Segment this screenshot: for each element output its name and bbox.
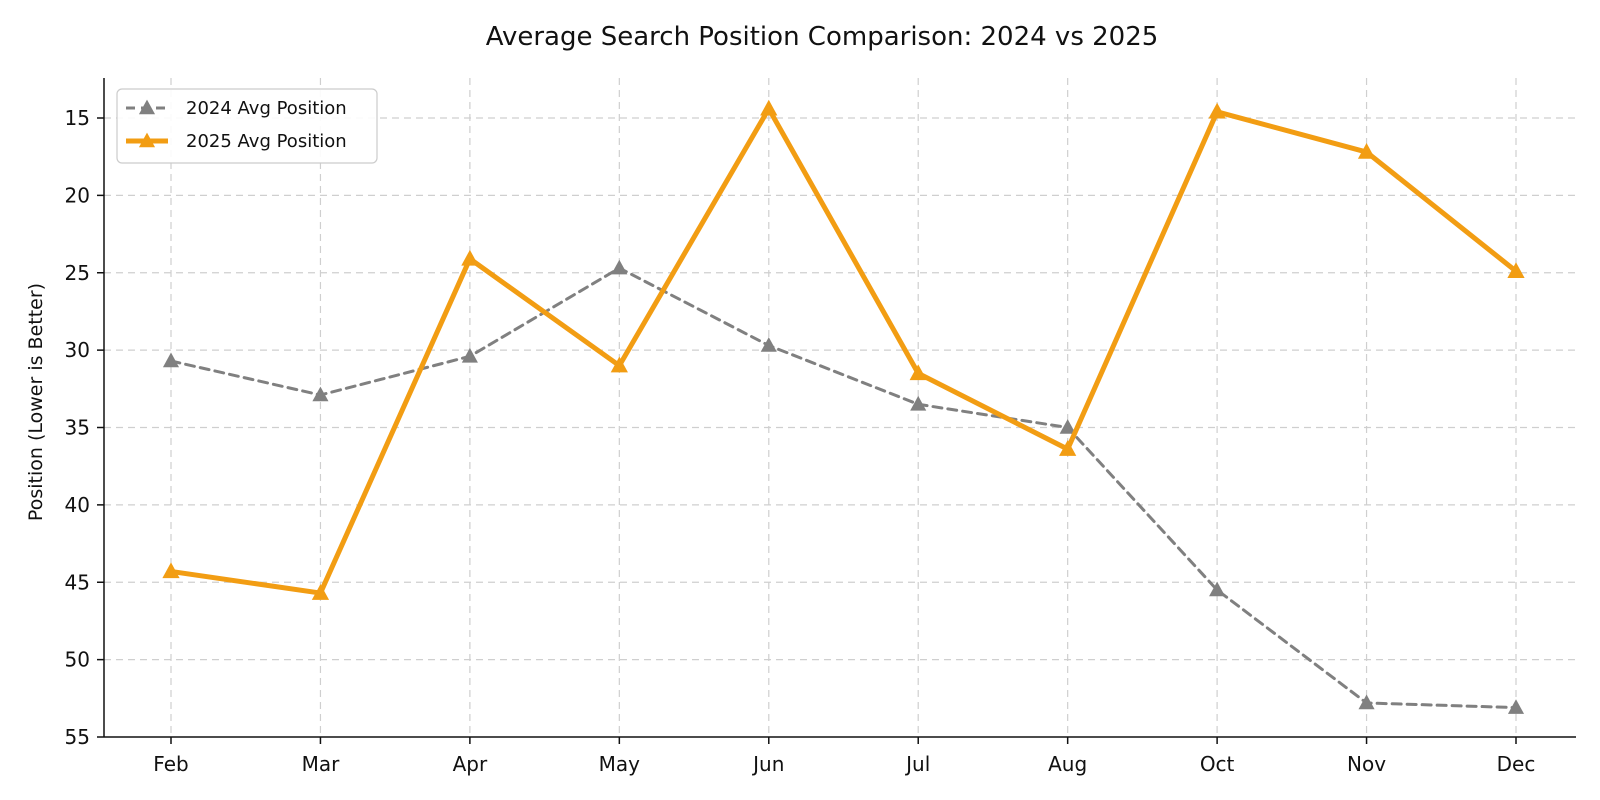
axes-layer: 15 20 25 30 35 40 45 50 55 Feb Mar Apr May Jun Jul Aug O…	[65, 78, 1576, 776]
x-tick-label: Feb	[153, 752, 188, 776]
x-tick-label: Aug	[1048, 752, 1087, 776]
grid-layer	[104, 78, 1576, 737]
y-tick-label: 50	[65, 648, 90, 672]
series-2-marker	[162, 562, 180, 579]
series-line-1	[169, 266, 1518, 710]
x-tick-label: Oct	[1200, 752, 1235, 776]
series-1-marker	[1059, 419, 1076, 434]
series-1-marker	[1209, 581, 1226, 597]
x-tick-label: May	[599, 752, 641, 776]
y-tick-label: 40	[65, 493, 90, 517]
y-tick-label: 25	[65, 261, 90, 285]
series-line-2	[168, 106, 1519, 596]
y-tick-label: 45	[65, 570, 90, 594]
chart-title: Average Search Position Comparison: 2024…	[486, 22, 1159, 52]
series-2-marker	[311, 584, 330, 600]
y-tick-label: 20	[65, 183, 90, 207]
x-tick-label: Dec	[1497, 752, 1536, 776]
series-2-marker	[1208, 102, 1226, 119]
series-1-marker	[1507, 699, 1525, 714]
series-2-marker	[909, 364, 927, 381]
y-axis-label: Position (Lower is Better)	[25, 283, 47, 521]
series-2-marker	[610, 356, 628, 373]
x-tick-label: Jun	[751, 752, 784, 776]
series-1-marker	[611, 259, 628, 275]
series-1-marker	[162, 352, 180, 368]
x-tick-label: Nov	[1347, 752, 1386, 776]
legend-marker-2	[138, 132, 156, 148]
series-1-marker	[312, 386, 329, 402]
legend-label-1: 2024 Avg Position	[186, 98, 347, 119]
series-1-marker	[910, 395, 927, 411]
x-tick-label: Jul	[904, 752, 930, 776]
y-tick-label: 55	[65, 725, 90, 749]
legend-label-2: 2025 Avg Position	[186, 131, 347, 152]
series-1-marker	[760, 337, 777, 352]
series-2-marker	[760, 99, 778, 116]
y-tick-label: 15	[65, 106, 90, 130]
y-tick-label: 35	[65, 416, 90, 440]
legend-box	[116, 88, 378, 164]
legend: 2024 Avg Position 2025 Avg Position	[116, 88, 378, 164]
legend-marker-1	[138, 99, 156, 115]
series-1-marker	[1358, 694, 1375, 710]
series-2-marker	[1357, 143, 1376, 159]
x-tick-label: Apr	[453, 752, 488, 776]
series-2-marker	[1059, 440, 1077, 456]
y-tick-label: 30	[65, 338, 90, 362]
series-2-marker	[461, 249, 479, 266]
series-1-marker	[461, 347, 478, 363]
series-2-marker	[1507, 262, 1525, 278]
series-layer	[162, 99, 1525, 714]
x-tick-label: Mar	[302, 752, 341, 776]
